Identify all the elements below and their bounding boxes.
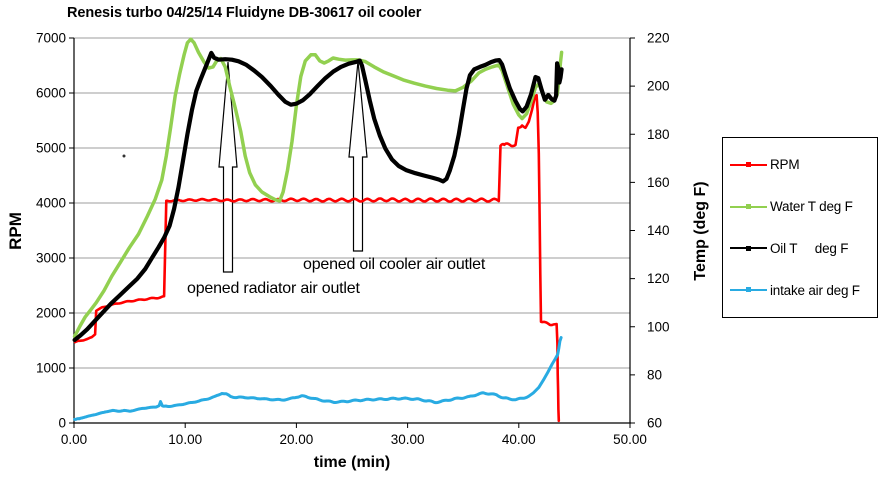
y-left-tick-label: 5000 bbox=[36, 141, 66, 156]
y-left-tick-label: 7000 bbox=[36, 31, 66, 46]
legend-line-swatch bbox=[730, 203, 767, 209]
legend-item-water-t: Water T deg F bbox=[730, 199, 877, 214]
legend-label: Water T deg F bbox=[770, 199, 853, 215]
legend: RPM Water T deg F Oil T deg F intake air de… bbox=[722, 137, 878, 318]
y-left-tick-label: 2000 bbox=[36, 306, 66, 321]
y-axis-left-title: RPM bbox=[6, 212, 25, 250]
x-tick-label: 50.00 bbox=[613, 432, 647, 447]
y-right-tick-label: 200 bbox=[647, 79, 670, 94]
gridlines bbox=[74, 37, 630, 369]
x-tick-label: 0.00 bbox=[61, 432, 87, 447]
legend-item-oil-t: Oil T deg F bbox=[730, 241, 877, 256]
x-tick-label: 10.00 bbox=[168, 432, 202, 447]
chart-title: Renesis turbo 04/25/14 Fluidyne DB-30617… bbox=[67, 5, 422, 21]
legend-item-rpm: RPM bbox=[730, 157, 877, 172]
up-arrow-icon-1 bbox=[348, 60, 368, 252]
legend-marker-icon bbox=[746, 203, 751, 209]
y-right-tick-label: 80 bbox=[647, 367, 662, 382]
y-axis-right-title: Temp (deg F) bbox=[692, 181, 709, 281]
up-arrow-icon-0 bbox=[218, 61, 238, 273]
legend-label: Oil T deg F bbox=[770, 240, 849, 256]
tick-labels: 0 1000 2000 3000 4000 5000 6000 7000 60 80 100 120 1… bbox=[36, 31, 670, 448]
legend-line-swatch bbox=[730, 245, 767, 251]
series-line-water-t-deg-f bbox=[72, 37, 564, 339]
y-left-tick-label: 1000 bbox=[36, 361, 66, 376]
legend-marker-icon bbox=[746, 287, 751, 293]
legend-label: intake air deg F bbox=[770, 282, 860, 298]
series-line-rpm bbox=[73, 93, 561, 423]
tick-marks bbox=[69, 37, 635, 428]
legend-label: RPM bbox=[770, 157, 800, 173]
y-right-tick-label: 160 bbox=[647, 175, 670, 190]
annotation-arrows bbox=[218, 60, 368, 273]
y-right-tick-label: 220 bbox=[647, 31, 670, 46]
series-lines bbox=[72, 37, 564, 423]
y-left-tick-label: 4000 bbox=[36, 196, 66, 211]
y-right-tick-label: 140 bbox=[647, 223, 670, 238]
legend-item-intake-air: intake air deg F bbox=[730, 283, 877, 298]
x-tick-label: 40.00 bbox=[502, 432, 536, 447]
legend-line-swatch bbox=[730, 287, 767, 293]
legend-marker-icon bbox=[746, 245, 751, 251]
y-left-tick-label: 0 bbox=[58, 416, 66, 431]
legend-marker-icon bbox=[746, 162, 751, 168]
annotation-radiator-air-outlet: opened radiator air outlet bbox=[187, 280, 360, 297]
series-line-intake-air-deg-f bbox=[73, 336, 563, 421]
series-line-oil-t-deg-f bbox=[72, 50, 564, 343]
y-right-tick-label: 120 bbox=[647, 271, 670, 286]
y-right-tick-label: 60 bbox=[647, 416, 662, 431]
y-left-tick-label: 3000 bbox=[36, 251, 66, 266]
stray-mark bbox=[122, 154, 126, 158]
x-axis-title: time (min) bbox=[313, 454, 391, 471]
x-tick-label: 30.00 bbox=[391, 432, 425, 447]
legend-line-swatch bbox=[730, 162, 767, 168]
y-right-tick-label: 100 bbox=[647, 319, 670, 334]
y-right-tick-label: 180 bbox=[647, 127, 670, 142]
y-left-tick-label: 6000 bbox=[36, 86, 66, 101]
annotation-oil-cooler-air-outlet: opened oil cooler air outlet bbox=[303, 256, 486, 273]
x-tick-label: 20.00 bbox=[280, 432, 314, 447]
